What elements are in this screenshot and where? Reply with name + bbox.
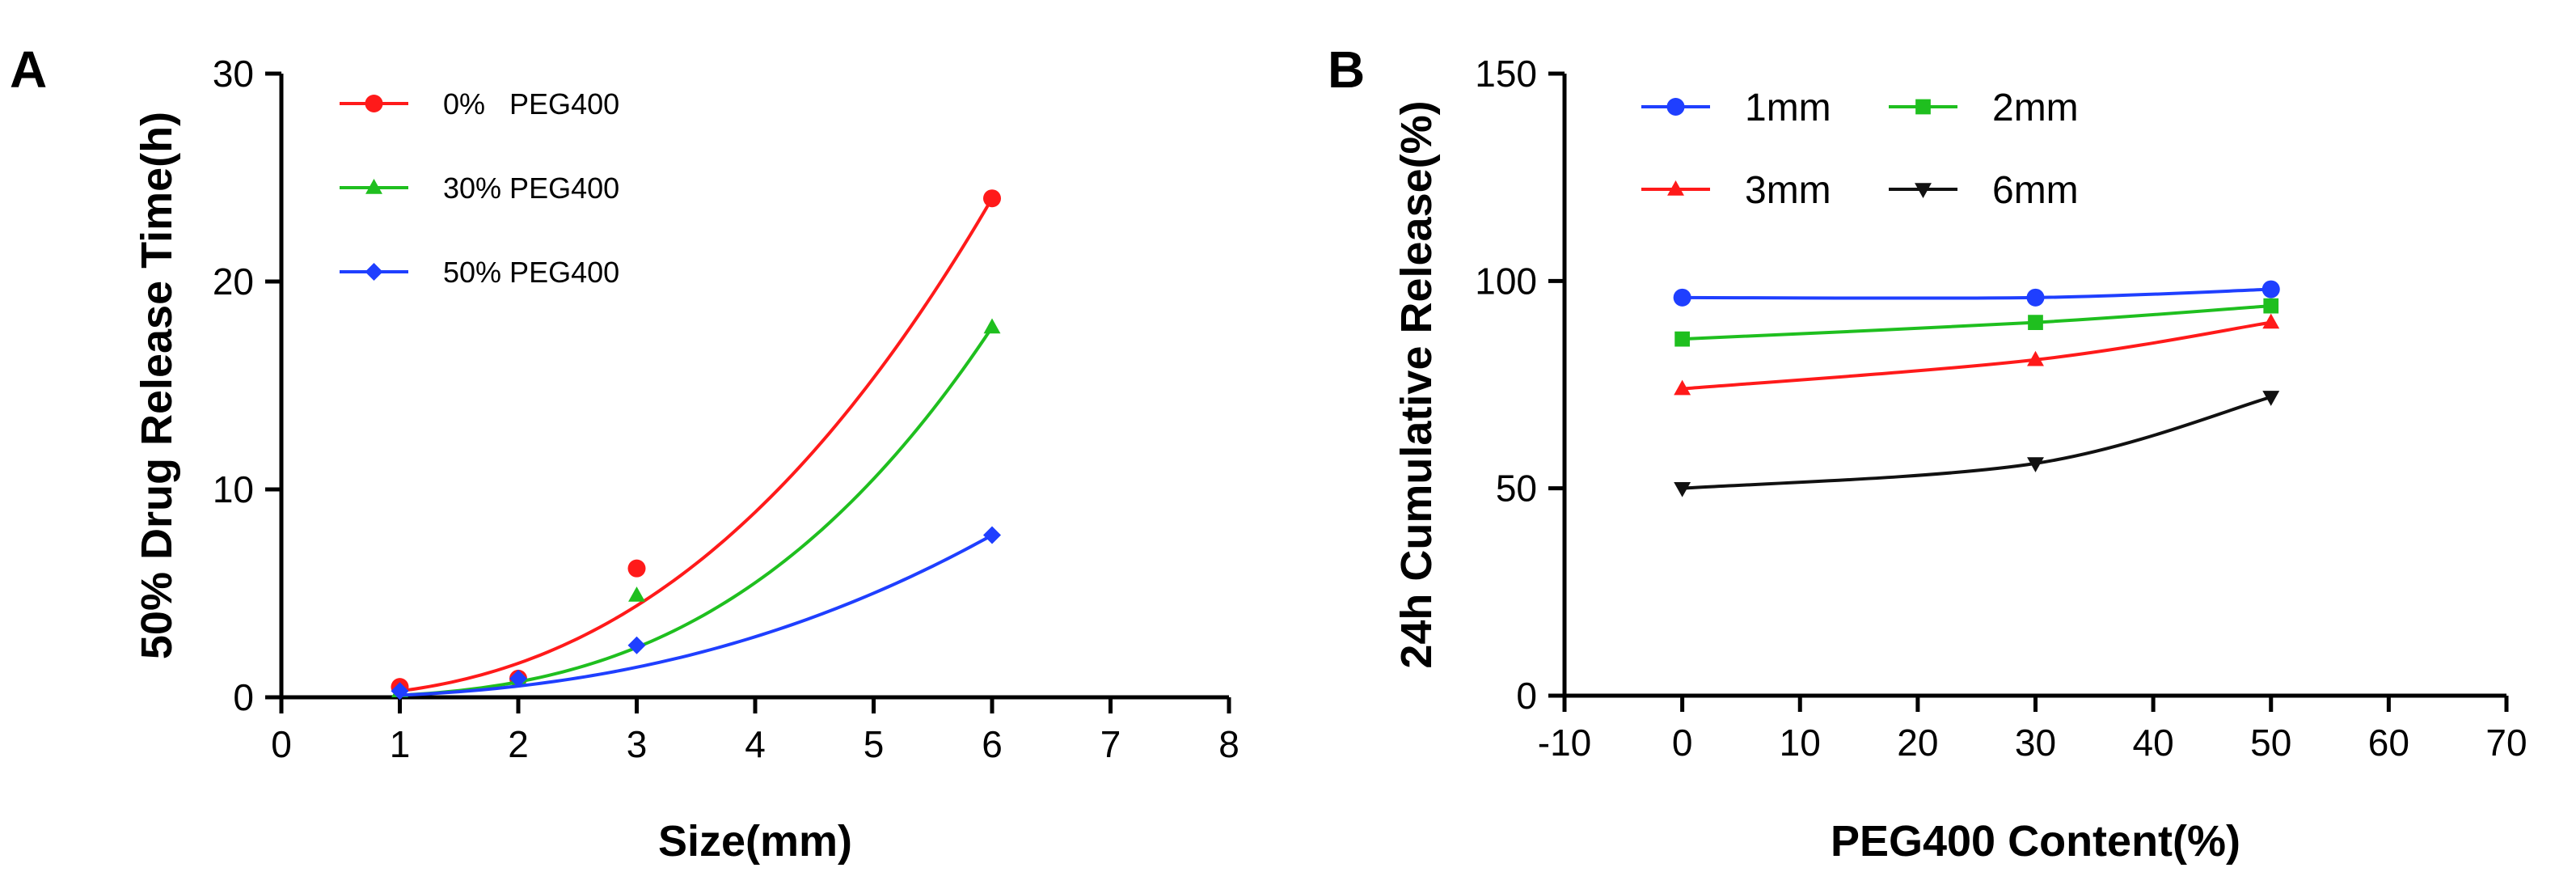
x-tick-label: 6 bbox=[982, 723, 1003, 765]
legend-label: 50% PEG400 bbox=[443, 256, 619, 289]
legend-label: 1mm bbox=[1745, 87, 1831, 129]
y-tick-label: 0 bbox=[233, 676, 254, 718]
data-point bbox=[983, 189, 1001, 208]
fit-curve-ff1a1a bbox=[399, 197, 994, 693]
legend-marker bbox=[1666, 98, 1685, 116]
data-point bbox=[627, 559, 646, 578]
series-line bbox=[1682, 395, 2272, 490]
x-tick-label: 7 bbox=[1100, 723, 1121, 765]
x-tick-label: 20 bbox=[1897, 722, 1938, 764]
x-tick-label: 10 bbox=[1780, 722, 1821, 764]
y-tick-label: 100 bbox=[1475, 260, 1537, 302]
data-point bbox=[2262, 313, 2280, 329]
x-tick-label: 5 bbox=[864, 723, 885, 765]
legend-label: 0% PEG400 bbox=[443, 87, 619, 121]
data-point bbox=[983, 318, 1001, 334]
panel-letter: B bbox=[1328, 40, 1365, 99]
x-tick-label: 60 bbox=[2368, 722, 2409, 764]
x-tick-label: 70 bbox=[2485, 722, 2527, 764]
data-point bbox=[2263, 298, 2279, 314]
legend-marker bbox=[1667, 180, 1684, 196]
data-point bbox=[628, 586, 645, 602]
y-tick-label: 50 bbox=[1496, 468, 1537, 510]
data-point bbox=[2028, 315, 2043, 330]
legend-marker bbox=[365, 179, 382, 194]
y-tick-label: 30 bbox=[213, 53, 254, 95]
x-tick-label: 30 bbox=[2015, 722, 2056, 764]
y-tick-label: 10 bbox=[213, 468, 254, 510]
data-point bbox=[1673, 288, 1691, 307]
legend-label: 6mm bbox=[1992, 169, 2079, 212]
data-point bbox=[2262, 391, 2280, 406]
legend-marker bbox=[1915, 99, 1931, 115]
legend-label: 3mm bbox=[1745, 169, 1831, 212]
legend-label: 2mm bbox=[1992, 87, 2079, 129]
data-point bbox=[2027, 457, 2044, 472]
x-tick-label: 40 bbox=[2133, 722, 2174, 764]
data-point bbox=[2027, 350, 2044, 366]
y-axis-title: 24h Cumulative Release(%) bbox=[1392, 100, 1441, 668]
series-line bbox=[1682, 304, 2271, 341]
data-point bbox=[391, 682, 409, 701]
data-point bbox=[983, 526, 1001, 544]
legend-marker bbox=[1915, 183, 1932, 198]
x-tick-label: 3 bbox=[627, 723, 648, 765]
data-point bbox=[1674, 331, 1690, 347]
y-tick-label: 0 bbox=[1516, 675, 1537, 717]
legend-marker bbox=[365, 95, 383, 112]
y-tick-label: 150 bbox=[1475, 53, 1537, 95]
data-point bbox=[1674, 379, 1691, 396]
x-tick-label: 8 bbox=[1218, 723, 1239, 765]
series-line bbox=[1682, 320, 2272, 391]
x-axis-title: Size(mm) bbox=[658, 817, 852, 866]
y-tick-label: 20 bbox=[213, 260, 254, 303]
legend-marker bbox=[365, 263, 383, 281]
data-point bbox=[627, 636, 646, 654]
fit-curve-1fbf1f bbox=[399, 326, 994, 697]
panel-letter: A bbox=[10, 40, 47, 99]
x-tick-label: 50 bbox=[2250, 722, 2291, 764]
data-point bbox=[2261, 280, 2280, 298]
series-line bbox=[1682, 287, 2271, 300]
data-point bbox=[2026, 288, 2045, 307]
x-tick-label: 0 bbox=[1672, 722, 1693, 764]
x-tick-label: 0 bbox=[271, 723, 292, 765]
legend-label: 30% PEG400 bbox=[443, 171, 619, 205]
fit-curve-1f3fff bbox=[399, 533, 993, 697]
y-axis-title: 50% Drug Release Time(h) bbox=[133, 112, 181, 659]
x-tick-label: -10 bbox=[1538, 722, 1591, 764]
data-point bbox=[1674, 481, 1691, 497]
x-tick-label: 4 bbox=[745, 723, 766, 765]
x-axis-title: PEG400 Content(%) bbox=[1831, 817, 2240, 866]
x-tick-label: 2 bbox=[508, 723, 529, 765]
data-point bbox=[509, 669, 527, 688]
x-tick-label: 1 bbox=[390, 723, 411, 765]
